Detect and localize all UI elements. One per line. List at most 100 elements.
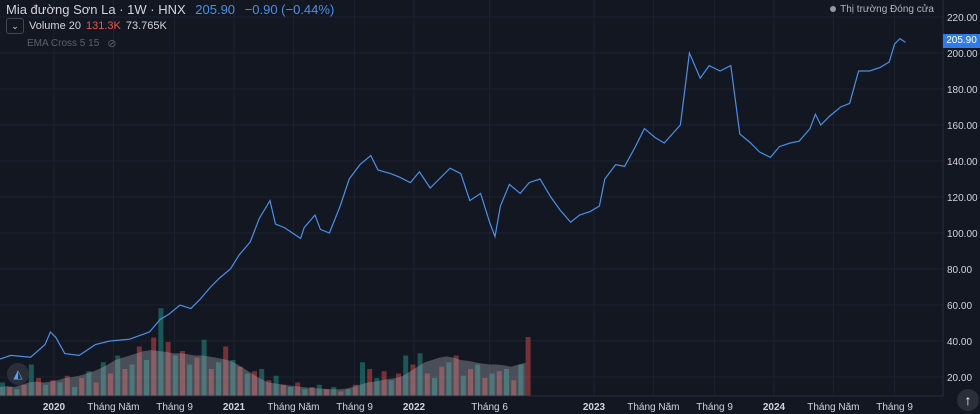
volume-bar <box>288 387 293 396</box>
last-price-tag: 205.90 <box>943 34 980 48</box>
volume-bar <box>136 346 142 396</box>
x-tick-label: 2024 <box>763 402 786 413</box>
collapse-chevron-icon[interactable]: ⌄ <box>6 18 24 34</box>
grid <box>0 0 943 396</box>
volume-bar <box>403 355 409 396</box>
x-tick-label: Tháng Năm <box>267 402 319 413</box>
x-tick-label: Tháng 9 <box>696 402 733 413</box>
volume-bar <box>424 373 430 396</box>
volume-bar <box>381 371 387 396</box>
symbol-legend: Mia đường Sơn La · 1W · HNX 205.90 −0.90… <box>6 2 334 17</box>
y-tick-label: 80.00 <box>947 265 972 276</box>
volume-bar <box>180 351 185 396</box>
volume-bar <box>496 371 502 396</box>
volume-bar <box>460 375 466 396</box>
tradingview-logo-icon[interactable]: ◭ <box>7 363 29 385</box>
volume-bar <box>453 355 459 396</box>
volume-bar <box>331 387 337 396</box>
status-dot-icon <box>830 6 837 12</box>
volume-bar <box>338 391 344 396</box>
volume-bar <box>525 337 531 396</box>
volume-bar <box>374 378 380 396</box>
volume-bar <box>64 375 70 396</box>
volume-bar <box>273 375 279 396</box>
x-tick-label: 2023 <box>583 402 606 413</box>
volume-bar <box>230 360 236 396</box>
y-tick-label: 180.00 <box>947 85 978 96</box>
volume-ma-value: 73.765K <box>125 20 167 32</box>
volume-bar <box>86 371 92 396</box>
volume-bar <box>28 364 34 396</box>
volume-bar <box>216 362 221 396</box>
x-tick-label: 2021 <box>223 402 246 413</box>
volume-bar <box>172 355 178 396</box>
x-tick-label: Tháng 6 <box>471 402 508 413</box>
x-tick-label: Tháng 9 <box>876 402 913 413</box>
volume-label: Volume 20 <box>29 20 81 32</box>
price-change: −0.90 (−0.44%) <box>244 2 335 17</box>
y-tick-label: 220.00 <box>947 13 978 24</box>
y-tick-label: 200.00 <box>947 49 978 60</box>
volume-bar <box>165 342 171 396</box>
volume-bar <box>518 364 524 396</box>
volume-bar <box>151 337 157 396</box>
scroll-to-realtime-button[interactable]: ↑ <box>957 389 979 411</box>
volume-bar <box>122 369 128 396</box>
volume-bar <box>72 387 77 396</box>
volume-bar <box>504 369 509 396</box>
volume-bar <box>410 364 416 396</box>
y-tick-label: 120.00 <box>947 193 978 204</box>
volume-bar <box>352 384 358 396</box>
symbol-title: Mia đường Sơn La · 1W · HNX <box>6 2 186 17</box>
volume-bar <box>468 369 473 396</box>
volume-bar <box>57 382 63 396</box>
y-tick-label: 140.00 <box>947 157 978 168</box>
volume-bar <box>115 355 121 396</box>
volume-bar <box>7 387 13 396</box>
volume-bar <box>187 364 193 396</box>
volume-bar <box>100 362 106 396</box>
volume-bar <box>511 380 517 396</box>
market-status-text: Thị trường Đóng cửa <box>840 4 934 15</box>
volume-bar <box>367 369 373 396</box>
volume-bar <box>489 373 495 396</box>
volume-ma-area <box>0 350 526 396</box>
y-tick-label: 20.00 <box>947 373 972 384</box>
volume-bar <box>208 369 214 396</box>
volume-bar <box>295 382 301 396</box>
x-tick-label: Tháng Năm <box>627 402 679 413</box>
volume-bar <box>158 308 164 396</box>
volume-bar <box>475 364 481 396</box>
market-status: Thị trường Đóng cửa <box>830 4 934 15</box>
x-tick-label: 2020 <box>43 402 66 413</box>
y-tick-label: 60.00 <box>947 301 972 312</box>
volume-bar <box>360 362 365 396</box>
volume-bar <box>388 380 394 396</box>
price-line <box>0 37 906 360</box>
volume-bar <box>446 362 452 396</box>
volume-bars <box>0 308 531 396</box>
volume-bar <box>237 366 243 396</box>
volume-bar <box>482 378 488 396</box>
volume-bar <box>21 384 27 396</box>
volume-bar <box>36 378 41 396</box>
volume-bar <box>93 382 99 396</box>
volume-bar <box>280 384 286 396</box>
volume-bar <box>302 389 308 396</box>
volume-bar <box>417 353 423 396</box>
last-price: 205.90 <box>195 2 236 17</box>
ema-label: EMA Cross 5 15 <box>27 38 100 49</box>
volume-bar <box>43 384 49 396</box>
volume-bar <box>108 373 113 396</box>
volume-bar <box>266 380 272 396</box>
volume-bar <box>144 360 149 396</box>
y-tick-label: 100.00 <box>947 229 978 240</box>
volume-bar <box>316 384 322 396</box>
hidden-eye-icon[interactable]: ⊘ <box>107 38 117 50</box>
volume-bar <box>432 378 437 396</box>
time-axis[interactable]: 2020 Tháng Năm Tháng 9 2021 Tháng Năm Tháng 9… <box>43 402 914 413</box>
price-axis[interactable]: 20.00 40.00 60.00 80.00 100.00 120.00 140.00 16… <box>947 13 978 384</box>
x-tick-label: Tháng 9 <box>156 402 193 413</box>
volume-bar <box>14 389 20 396</box>
